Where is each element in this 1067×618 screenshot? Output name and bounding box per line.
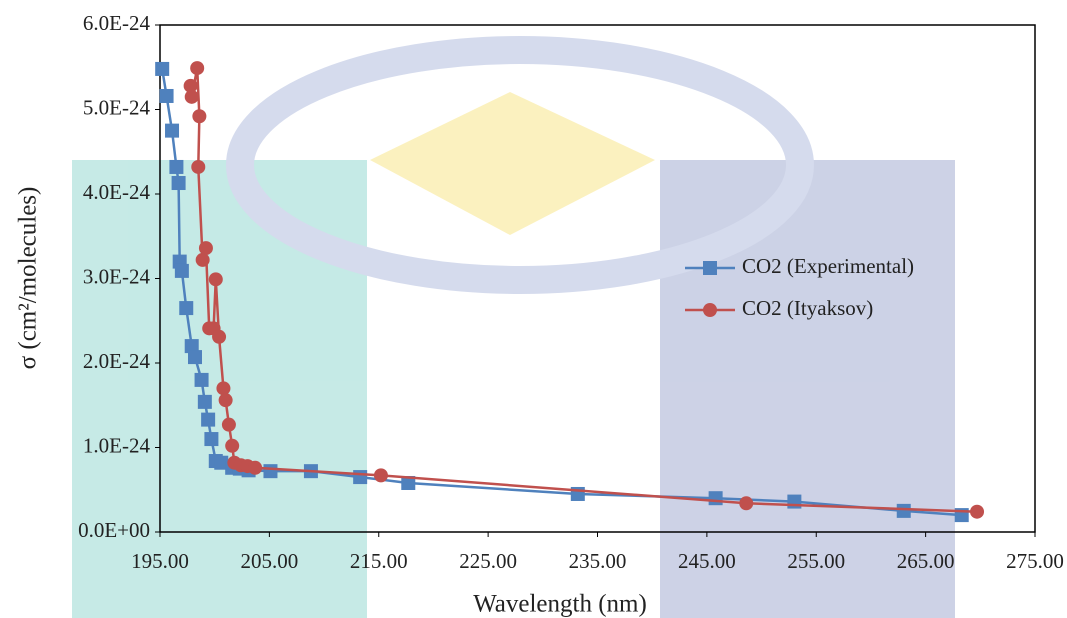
legend-marker — [703, 303, 717, 317]
legend-label: CO2 (Experimental) — [742, 254, 914, 278]
y-tick-label: 5.0E-24 — [83, 95, 151, 119]
marker — [787, 495, 801, 509]
watermark — [72, 50, 955, 618]
marker — [219, 393, 233, 407]
marker — [225, 439, 239, 453]
y-tick-label: 4.0E-24 — [83, 180, 151, 204]
legend-marker — [703, 261, 717, 275]
x-axis-title: Wavelength (nm) — [473, 591, 647, 618]
marker — [216, 381, 230, 395]
marker — [175, 264, 189, 278]
x-tick-label: 205.00 — [241, 549, 299, 573]
marker — [165, 124, 179, 138]
x-tick-label: 225.00 — [459, 549, 517, 573]
marker — [191, 160, 205, 174]
marker — [353, 470, 367, 484]
marker — [172, 176, 186, 190]
y-tick-label: 2.0E-24 — [83, 349, 151, 373]
y-tick-label: 1.0E-24 — [83, 433, 151, 457]
marker — [209, 272, 223, 286]
x-tick-label: 275.00 — [1006, 549, 1064, 573]
y-tick-label: 3.0E-24 — [83, 264, 151, 288]
marker — [709, 491, 723, 505]
marker — [212, 330, 226, 344]
marker — [970, 505, 984, 519]
marker — [195, 373, 209, 387]
marker — [204, 432, 218, 446]
x-tick-label: 245.00 — [678, 549, 736, 573]
x-tick-label: 215.00 — [350, 549, 408, 573]
marker — [185, 90, 199, 104]
marker — [263, 464, 277, 478]
marker — [897, 504, 911, 518]
marker — [192, 109, 206, 123]
x-tick-label: 195.00 — [131, 549, 189, 573]
marker — [188, 350, 202, 364]
marker — [739, 496, 753, 510]
marker — [169, 160, 183, 174]
y-tick-label: 6.0E-24 — [83, 11, 151, 35]
x-tick-label: 255.00 — [787, 549, 845, 573]
watermark-shape — [370, 92, 655, 235]
marker — [198, 395, 212, 409]
marker — [374, 468, 388, 482]
marker — [196, 253, 210, 267]
x-tick-label: 265.00 — [897, 549, 955, 573]
marker — [199, 241, 213, 255]
y-tick-label: 0.0E+00 — [78, 518, 150, 542]
marker — [201, 413, 215, 427]
marker — [248, 461, 262, 475]
marker — [160, 89, 174, 103]
y-axis-title: σ (cm²/molecules) — [15, 187, 42, 370]
marker — [190, 61, 204, 75]
x-tick-label: 235.00 — [569, 549, 627, 573]
marker — [155, 62, 169, 76]
legend-label: CO2 (Ityaksov) — [742, 296, 873, 320]
chart: Wavelength (nm) σ (cm²/molecules) CO2 (E… — [0, 0, 1067, 618]
marker — [179, 301, 193, 315]
marker — [222, 418, 236, 432]
